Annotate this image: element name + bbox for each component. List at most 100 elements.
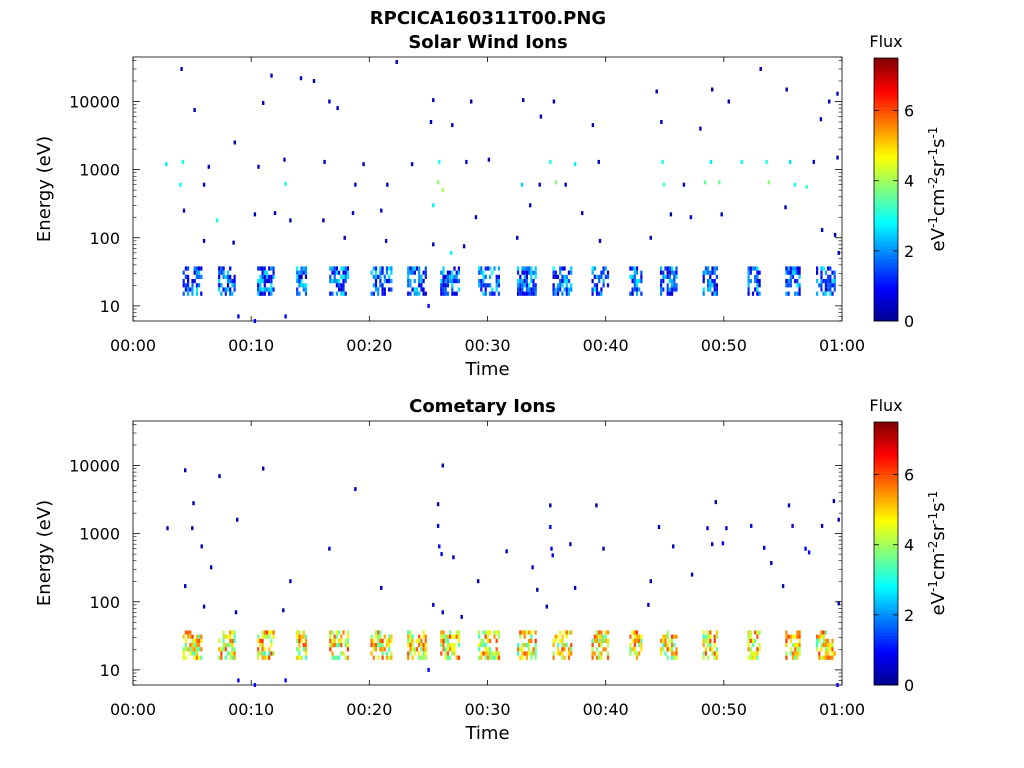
flux-point	[328, 99, 331, 104]
colorbar-segment	[874, 431, 898, 436]
ion-band-cell	[517, 266, 520, 271]
flux-point	[539, 114, 543, 119]
ion-band-cell	[820, 279, 823, 284]
ion-band-cell	[754, 630, 757, 635]
ion-band-cell	[480, 266, 483, 271]
ion-band-cell	[530, 291, 533, 296]
ion-band-cell	[702, 630, 705, 635]
ion-band-cell	[451, 279, 454, 284]
flux-point	[354, 487, 357, 492]
ion-band-cell	[633, 651, 636, 656]
ion-band-cell	[335, 655, 338, 660]
ion-band-cell	[200, 634, 203, 639]
ion-band-cell	[346, 655, 349, 660]
ion-band-cell	[451, 643, 454, 648]
flux-point	[232, 240, 235, 245]
x-tick-label: 00:40	[583, 336, 629, 355]
ion-band-cell	[570, 287, 573, 292]
ion-band-cell	[702, 638, 705, 643]
ion-band-cell	[381, 651, 384, 656]
flux-point	[322, 218, 325, 223]
ion-band-cell	[534, 266, 537, 271]
ion-band-cell	[304, 655, 308, 660]
flux-point	[706, 526, 709, 531]
ion-band-cell	[629, 651, 632, 656]
ion-band-cell	[455, 279, 458, 284]
ion-band-cell	[664, 634, 667, 639]
ion-band-cell	[184, 643, 187, 648]
ion-band-cell	[187, 287, 190, 292]
ion-band-cell	[816, 270, 819, 275]
flux-point	[721, 541, 725, 546]
y-tick-label: 10000	[69, 93, 120, 112]
ion-band-cell	[218, 283, 221, 288]
ion-band-cell	[442, 266, 445, 271]
flux-point	[837, 601, 840, 606]
flux-point	[711, 542, 714, 547]
ion-band-cell	[595, 638, 599, 643]
ion-band-cell	[517, 279, 520, 284]
ion-band-cell	[379, 283, 382, 288]
colorbar-segment	[874, 159, 898, 164]
ion-band-cell	[606, 651, 610, 656]
colorbar-segment	[874, 238, 898, 243]
ion-band-cell	[418, 283, 421, 288]
ion-band-cell	[340, 287, 343, 292]
ion-band-cell	[829, 647, 832, 652]
ion-band-cell	[756, 630, 759, 635]
ion-band-cell	[662, 270, 665, 275]
ion-band-cell	[444, 274, 447, 279]
colorbar-segment	[874, 179, 898, 184]
ion-band-cell	[489, 630, 492, 635]
ion-band-cell	[523, 266, 526, 271]
ion-band-cell	[530, 287, 533, 292]
colorbar-segment	[874, 481, 898, 485]
ion-band-cell	[455, 270, 458, 275]
flux-point	[549, 503, 552, 508]
colorbar-segment	[874, 445, 898, 449]
ion-band-cell	[796, 630, 799, 635]
ion-band-cell	[598, 279, 601, 284]
ion-band-cell	[482, 643, 485, 648]
ion-band-cell	[457, 287, 460, 292]
ion-band-cell	[195, 266, 198, 271]
ion-band-cell	[298, 283, 301, 288]
ion-band-cell	[563, 643, 566, 648]
ion-band-cell	[715, 274, 718, 279]
flux-point	[380, 585, 383, 590]
flux-point	[595, 503, 598, 508]
ion-band-cell	[381, 291, 384, 296]
ion-band-cell	[480, 279, 483, 284]
flux-point	[832, 499, 836, 504]
ion-band-cell	[640, 643, 643, 648]
ion-band-cell	[820, 266, 823, 271]
ion-band-cell	[532, 651, 535, 656]
ion-band-cell	[342, 274, 345, 279]
ion-band-cell	[377, 634, 380, 639]
ion-band-cell	[381, 287, 384, 292]
flux-point	[253, 683, 257, 687]
ion-band-cell	[296, 287, 299, 292]
ion-band-cell	[229, 630, 232, 635]
ion-band-cell	[709, 634, 712, 639]
ion-band-cell	[675, 651, 678, 656]
ion-band-cell	[270, 283, 273, 288]
ion-band-cell	[257, 291, 260, 296]
ion-band-cell	[822, 279, 825, 284]
ion-band-cell	[268, 287, 271, 292]
ion-band-cell	[226, 283, 230, 288]
unit-part: s	[928, 503, 949, 512]
ion-band-cell	[304, 266, 308, 271]
ion-band-cell	[666, 266, 669, 271]
colorbar-segment	[874, 61, 898, 65]
colorbar-segment	[874, 435, 898, 439]
ion-band-cell	[598, 634, 601, 639]
ion-band-cell	[822, 638, 825, 643]
ion-band-cell	[530, 266, 533, 271]
flux-point	[789, 159, 792, 164]
ion-band-cell	[789, 283, 792, 288]
ion-band-cell	[453, 274, 456, 279]
flux-point	[193, 108, 196, 112]
colorbar-segment	[874, 494, 898, 499]
